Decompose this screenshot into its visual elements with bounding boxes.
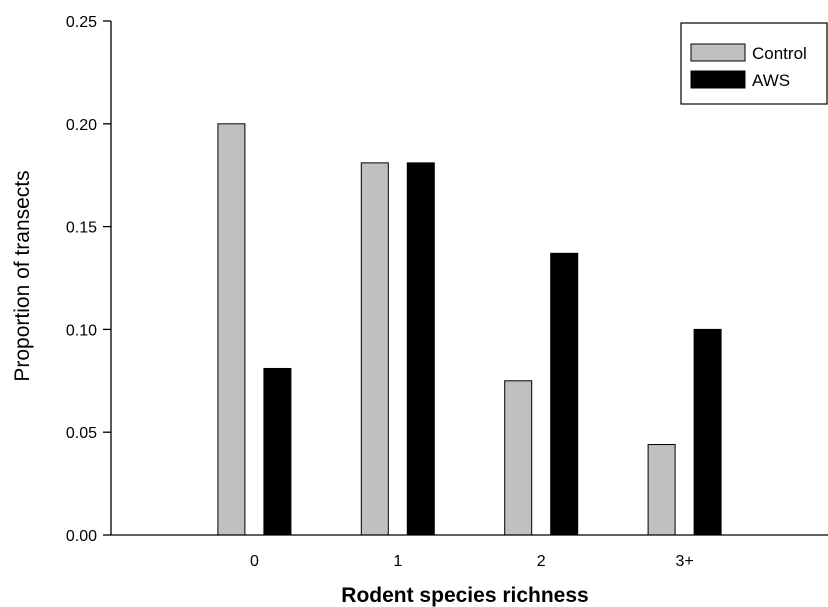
legend-box [680, 22, 828, 105]
x-tick-label: 1 [393, 553, 402, 570]
x-tick-label: 3+ [675, 553, 693, 570]
bar-control-2 [504, 380, 533, 536]
bar-control-3+ [647, 444, 676, 536]
bar-aws-0 [263, 367, 292, 536]
bar-control-1 [360, 162, 389, 536]
legend-label-aws: AWS [752, 71, 790, 90]
y-tick-label: 0.05 [66, 425, 97, 442]
x-tick-label: 2 [537, 553, 546, 570]
x-axis-title: Rodent species richness [341, 584, 588, 607]
legend-swatch-aws [690, 70, 746, 89]
y-tick-label: 0.25 [66, 14, 97, 31]
bar-aws-2 [550, 252, 579, 536]
x-tick-label: 0 [250, 553, 259, 570]
bars-group [217, 123, 722, 536]
x-ticks-group: 0 1 2 3+ [250, 553, 694, 570]
y-tick-label: 0.15 [66, 220, 97, 237]
bar-aws-1 [406, 162, 435, 536]
legend-swatch-control [690, 43, 746, 62]
y-tick-label: 0.10 [66, 322, 97, 339]
legend: Control AWS [680, 22, 828, 105]
legend-label-control: Control [752, 44, 807, 63]
y-axis-title: Proportion of transects [11, 170, 34, 381]
bar-aws-3+ [693, 328, 722, 536]
y-tick-label: 0.00 [66, 528, 97, 545]
bar-control-0 [217, 123, 246, 536]
y-tick-label: 0.20 [66, 117, 97, 134]
y-ticks-group: 0.00 0.05 0.10 0.15 0.20 0.25 [66, 14, 111, 545]
